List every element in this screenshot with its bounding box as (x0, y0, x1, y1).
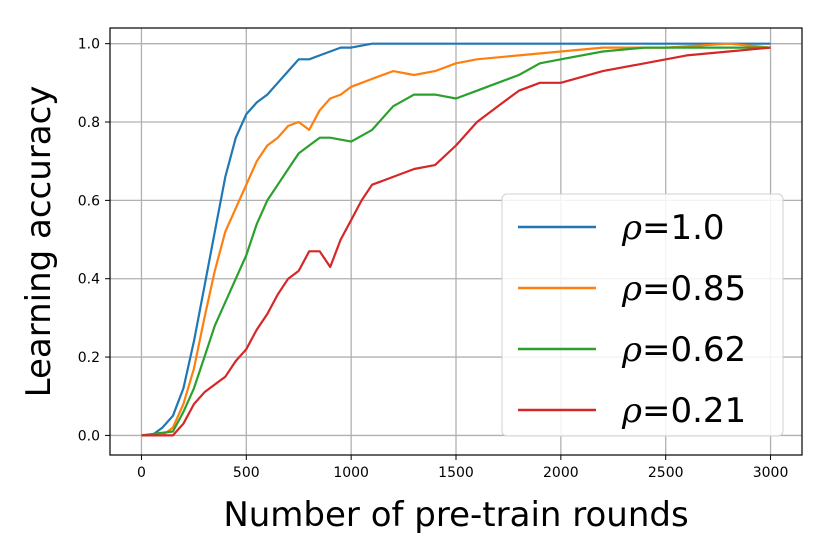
x-axis-title: Number of pre-train rounds (223, 495, 688, 535)
series-line-3 (141, 46, 771, 437)
x-tick-label: 2500 (648, 465, 684, 481)
axis-ticks: 0 500 1000 1500 2000 2500 3000 0.0 0.2 0.4 0.6 0.8 1… (78, 37, 789, 481)
legend-rho-symbol: ρ (621, 391, 642, 431)
legend-value: =0.21 (642, 391, 746, 431)
y-tick-label: 0.8 (78, 115, 100, 131)
legend-label: ρ=1.0 (621, 208, 725, 248)
y-tick-label: 0.4 (78, 272, 100, 288)
x-tick-label: 2000 (543, 465, 579, 481)
y-axis-title: Learning accuracy (19, 86, 59, 398)
x-tick-label: 1000 (333, 465, 369, 481)
x-tick-label: 1500 (438, 465, 474, 481)
legend-value: =1.0 (642, 208, 725, 248)
y-tick-label: 0.6 (78, 193, 100, 209)
legend: ρ=1.0ρ=0.85ρ=0.62ρ=0.21 (501, 193, 784, 437)
series-line-4 (141, 46, 771, 437)
legend-value: =0.85 (642, 269, 746, 309)
y-tick-label: 0.0 (78, 428, 100, 444)
x-tick-label: 500 (233, 465, 260, 481)
series-line-2 (141, 42, 771, 437)
legend-rho-symbol: ρ (621, 269, 642, 309)
legend-label: ρ=0.85 (621, 269, 746, 309)
legend-label: ρ=0.62 (621, 330, 746, 370)
legend-box (501, 193, 784, 437)
legend-label: ρ=0.21 (621, 391, 746, 431)
x-tick-label: 0 (137, 465, 146, 481)
x-tick-label: 3000 (753, 465, 789, 481)
y-tick-label: 1.0 (78, 37, 100, 53)
legend-rho-symbol: ρ (621, 208, 642, 248)
series-lines (141, 42, 771, 437)
legend-value: =0.62 (642, 330, 746, 370)
legend-rho-symbol: ρ (621, 330, 642, 370)
y-tick-label: 0.2 (78, 350, 100, 366)
series-line-1 (141, 42, 771, 437)
